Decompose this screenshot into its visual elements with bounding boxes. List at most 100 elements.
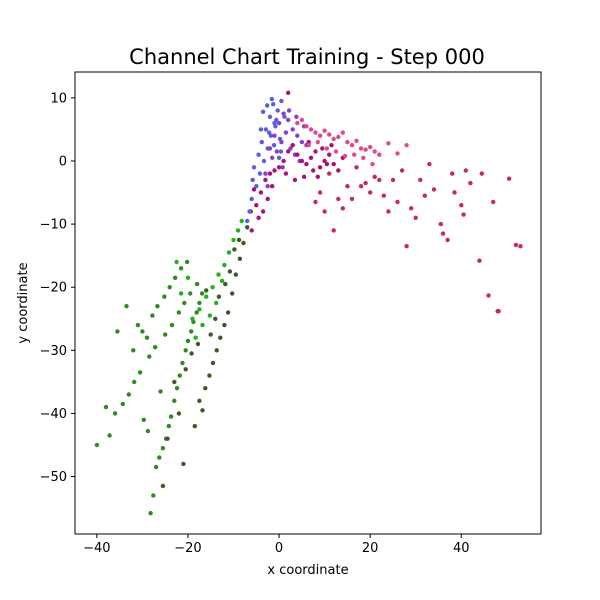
scatter-point [320,146,325,151]
scatter-point [147,354,152,359]
scatter-point [295,152,300,157]
scatter-point [299,117,305,123]
scatter-point [290,127,295,132]
scatter-point [169,322,175,328]
scatter-point [331,136,336,142]
scatter-point [163,332,168,337]
scatter-point [322,128,327,133]
scatter-point [197,307,202,312]
scatter-point [233,272,238,277]
scatter-point [265,103,270,108]
x-tick-label: 40 [453,541,470,556]
scatter-point [324,146,330,151]
scatter-point [131,348,136,353]
scatter-point [290,143,295,148]
scatter-point [265,184,270,189]
scatter-point [185,338,191,344]
scatter-point [267,146,273,151]
scatter-point [172,398,177,403]
scatter-point [216,294,222,299]
scatter-point [168,414,174,419]
scatter-point [345,139,350,145]
scatter-point [315,174,320,179]
x-tick-label: 0 [275,541,283,556]
scatter-point [148,511,153,516]
scatter-point [295,133,300,138]
chart-title: Channel Chart Training - Step 000 [129,45,485,69]
scatter-point [247,209,252,214]
scatter-point [361,155,366,160]
scatter-point [257,171,263,176]
scatter-point [349,196,355,202]
scatter-point [222,262,227,268]
scatter-point [160,483,166,489]
y-axis-ticks: −50 −40 −30 −20 −10 0 10 [40,91,75,485]
scatter-point [322,209,327,214]
scatter-point [281,111,286,116]
scatter-point [463,168,468,173]
scatter-point [273,124,278,129]
scatter-point [283,130,289,135]
scatter-point [197,300,202,306]
scatter-point [270,184,275,189]
scatter-point [192,423,197,429]
scatter-point [336,196,341,202]
scatter-point [241,240,246,246]
scatter-point [404,143,409,148]
scatter-point [145,428,151,434]
scatter-point [276,120,282,126]
scatter-point [173,275,178,280]
scatter-point [172,379,177,385]
scatter-point [94,442,100,448]
scatter-point [496,309,501,314]
scatter-point [194,281,200,287]
scatter-point [336,168,341,173]
scatter-point [157,455,162,460]
scatter-point [270,155,275,160]
scatter-point [438,221,443,227]
scatter-point [358,184,364,189]
scatter-point [183,367,188,372]
scatter-point [263,171,268,176]
scatter-point [354,165,359,170]
scatter-point [342,153,348,159]
scatter-point [259,139,264,145]
scatter-point [479,171,484,176]
scatter-point [313,149,318,154]
scatter-point [250,177,255,183]
scatter-point [317,190,323,195]
scatter-point [236,237,242,243]
scatter-point [216,272,221,277]
scatter-point [144,335,150,340]
scatter-point [256,215,261,220]
scatter-point [214,348,219,353]
scatter-point [227,269,233,274]
scatter-point [275,108,280,113]
scatter-point [368,190,373,195]
scatter-point [468,180,473,186]
scatter-point [276,155,282,160]
scatter-point [166,423,171,429]
scatter-point [260,109,266,115]
scatter-point [311,168,316,173]
scatter-point [151,493,156,498]
scatter-point [141,417,146,422]
y-tick-label: −50 [40,470,67,485]
scatter-point [340,130,345,135]
scatter-point [203,386,208,391]
scatter-point [204,288,209,293]
scatter-point [225,310,231,315]
scatter-point [251,165,257,170]
scatter-point [288,146,293,151]
scatter-point [260,209,266,214]
scatter-point [263,127,269,132]
scatter-point [124,304,129,309]
scatter-point [349,143,355,148]
scatter-point [174,259,179,265]
scatter-point [279,98,284,104]
scatter-point [249,196,254,202]
scatter-point [299,139,305,145]
scatter-point [210,285,215,290]
scatter-point [331,228,336,233]
